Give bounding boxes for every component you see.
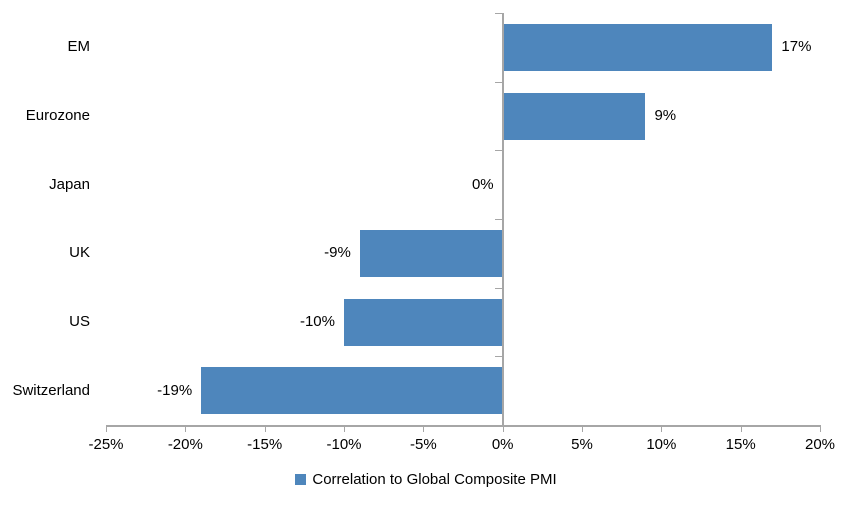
y-axis-tick — [494, 356, 502, 358]
category-label-japan: Japan — [49, 175, 90, 193]
x-axis-tick-label: 15% — [725, 436, 756, 453]
x-axis-line — [106, 425, 820, 427]
x-axis-tick — [344, 425, 345, 432]
x-axis-tick-label: -15% — [247, 436, 283, 453]
x-axis-tick — [582, 425, 583, 432]
x-axis-tick-label: -10% — [326, 436, 362, 453]
x-axis-tick — [264, 425, 266, 432]
x-axis-tick-label: -5% — [409, 436, 437, 453]
category-label-eurozone: Eurozone — [25, 107, 90, 124]
category-label-uk: UK — [69, 244, 90, 262]
legend-swatch-icon — [295, 474, 307, 485]
x-axis-tick — [185, 425, 187, 432]
value-label-eurozone: 9% — [654, 107, 677, 124]
bar-em — [502, 23, 773, 71]
y-axis-tick — [494, 219, 502, 220]
x-axis-tick-label: -25% — [88, 436, 124, 453]
legend-label: Correlation to Global Composite PMI — [312, 471, 557, 488]
category-label-switzerland: Switzerland — [12, 381, 90, 399]
value-label-em: 17% — [781, 38, 812, 56]
x-axis-tick — [661, 425, 663, 432]
y-axis-line — [501, 13, 504, 425]
value-label-uk: -9% — [324, 244, 351, 262]
x-axis-tick-label: 0% — [491, 436, 514, 453]
bar-uk — [359, 229, 503, 277]
bar-switzerland — [201, 367, 503, 415]
x-axis-tick-label: -20% — [167, 436, 203, 453]
x-axis-tick — [423, 425, 425, 432]
x-axis-tick — [106, 425, 107, 432]
value-label-us: -10% — [299, 313, 335, 330]
category-label-us: US — [69, 313, 90, 330]
value-label-japan: 0% — [471, 175, 494, 193]
x-axis-tick — [820, 425, 821, 432]
y-axis-tick — [494, 13, 502, 14]
bar-eurozone — [502, 92, 646, 140]
x-axis-tick — [740, 425, 742, 432]
x-axis-tick-label: 10% — [646, 436, 677, 453]
bar-us — [344, 298, 503, 346]
y-axis-tick — [494, 150, 502, 152]
legend: Correlation to Global Composite PMI — [0, 471, 852, 488]
value-label-switzerland: -19% — [157, 381, 193, 399]
x-axis-tick-label: 20% — [804, 436, 836, 453]
category-label-em: EM — [67, 38, 91, 56]
y-axis-tick — [494, 81, 502, 83]
y-axis-tick — [494, 287, 502, 289]
x-axis-tick-label: 5% — [571, 436, 593, 453]
x-axis-tick — [502, 425, 504, 432]
